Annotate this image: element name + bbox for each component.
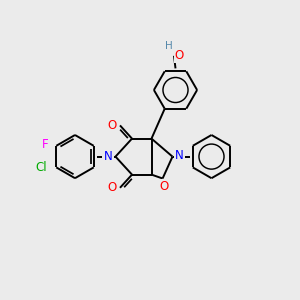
- Text: O: O: [107, 119, 116, 132]
- Text: N: N: [103, 150, 112, 163]
- Text: H: H: [165, 41, 172, 51]
- Text: O: O: [160, 180, 169, 194]
- Text: O: O: [175, 49, 184, 62]
- Text: Cl: Cl: [35, 161, 46, 174]
- Text: N: N: [175, 148, 184, 162]
- Text: O: O: [107, 181, 116, 194]
- Text: F: F: [42, 138, 48, 151]
